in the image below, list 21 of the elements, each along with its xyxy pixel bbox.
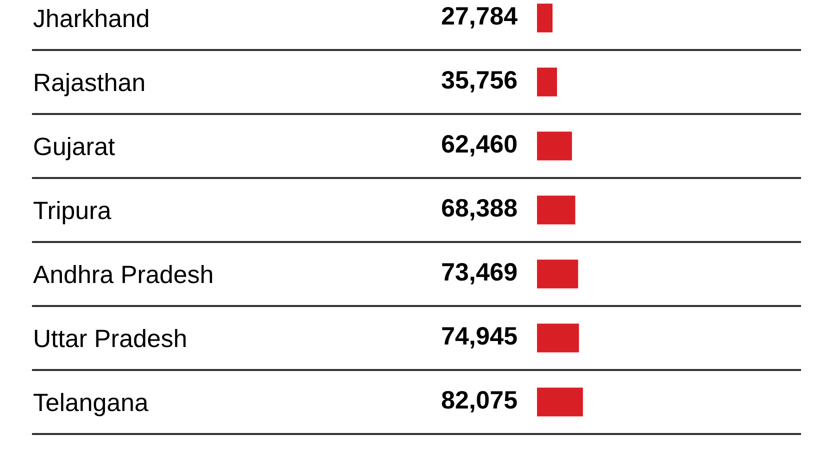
data-label: 62,460 (442, 135, 517, 156)
bar (537, 388, 583, 416)
data-label: 73,469 (442, 263, 517, 284)
y-tick-label: Telangana (34, 392, 148, 416)
data-label: 82,075 (442, 391, 517, 412)
y-tick-label: Uttar Pradesh (34, 328, 186, 348)
bar (537, 324, 579, 352)
y-tick-label: Rajasthan (35, 72, 144, 96)
data-label: 68,388 (442, 199, 517, 220)
y-tick-label: Gujarat (34, 136, 115, 160)
y-tick-label: Tripura (34, 200, 112, 224)
data-label: 27,784 (442, 7, 518, 28)
bar (537, 260, 578, 288)
y-tick-label: Jharkhand (33, 8, 148, 28)
data-label: 35,756 (442, 71, 517, 92)
data-label: 74,945 (442, 327, 517, 348)
y-tick-label: Andhra Pradesh (33, 264, 212, 284)
bar (537, 132, 572, 160)
bar (537, 196, 576, 224)
bar (537, 4, 553, 32)
bar (537, 68, 558, 96)
